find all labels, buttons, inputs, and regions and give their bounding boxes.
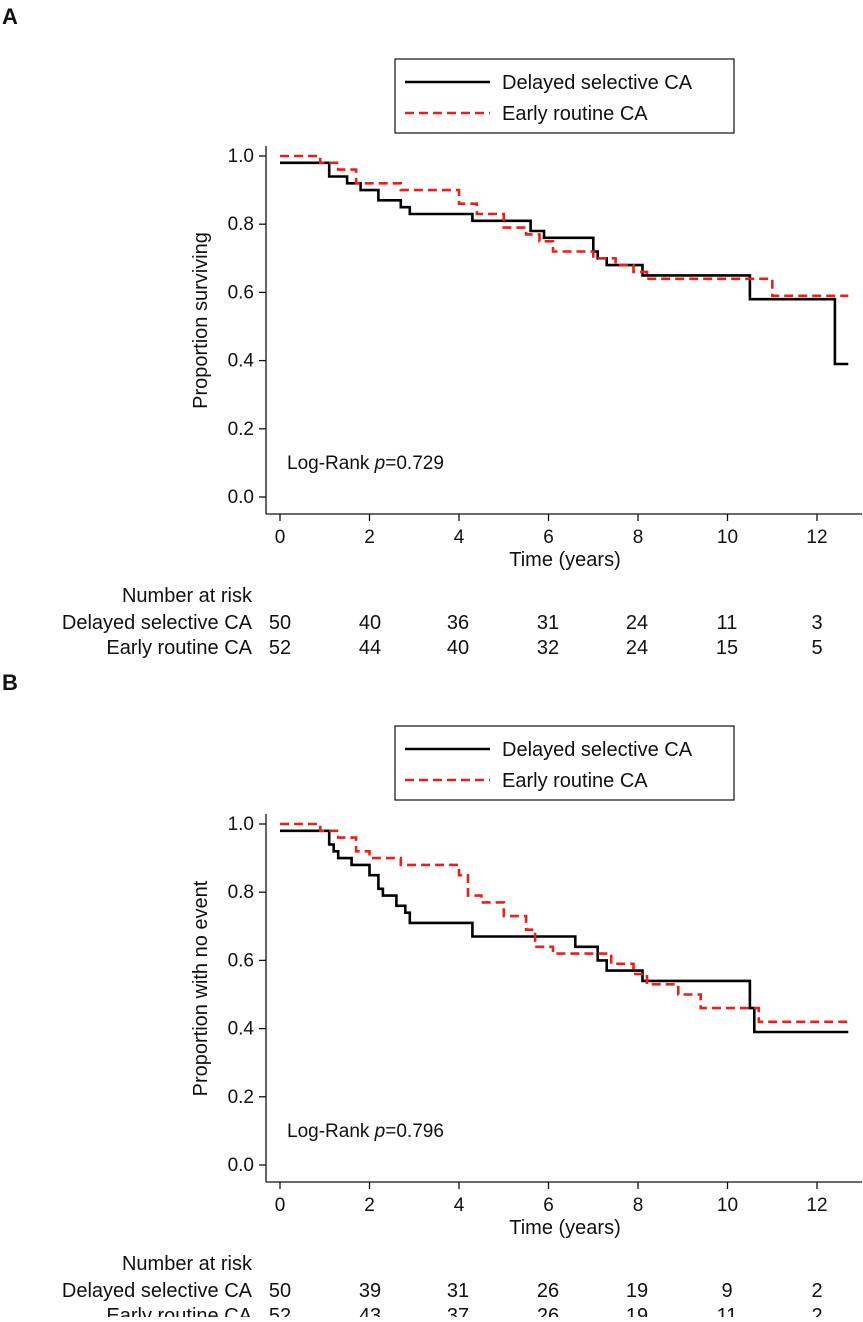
y-tick-label: 1.0 (228, 814, 254, 835)
legend: Delayed selective CA Early routine CA (394, 725, 735, 801)
risk-value: 40 (359, 612, 381, 634)
panel-b: B 0.0 0.2 0.4 0.6 0.8 1.0 0 2 4 6 8 10 12 Time (years)… (2, 670, 862, 1322)
risk-value: 5 (811, 637, 822, 659)
risk-value: 37 (447, 1305, 469, 1317)
y-tick-label: 0.0 (228, 1155, 254, 1176)
risk-table-title: Number at risk (122, 1253, 253, 1275)
annotation-value: =0.796 (385, 1121, 444, 1142)
log-rank-annotation: Log-Rank p=0.796 (287, 1121, 444, 1142)
annotation-value: =0.729 (385, 453, 444, 474)
risk-value: 52 (269, 637, 291, 659)
x-tick-label: 6 (543, 527, 554, 548)
risk-value: 32 (537, 637, 559, 659)
risk-value: 31 (447, 1280, 469, 1302)
risk-value: 50 (269, 612, 291, 634)
y-tick-label: 0.2 (228, 419, 254, 440)
series-line-early-routine (280, 154, 849, 298)
x-tick-label: 2 (364, 527, 375, 548)
x-axis-title: Time (years) (509, 549, 620, 571)
x-tick-label: 2 (364, 1195, 375, 1216)
risk-value: 11 (717, 612, 738, 634)
series-line-delayed-selective (280, 829, 849, 1034)
legend: Delayed selective CA Early routine CA (394, 58, 735, 134)
y-tick-label: 0.6 (228, 282, 254, 303)
series-line-delayed-selective (280, 161, 849, 366)
x-axis-title: Time (years) (509, 1217, 620, 1239)
legend-label: Delayed selective CA (502, 72, 693, 94)
y-tick-label: 0.4 (228, 1019, 255, 1040)
log-rank-annotation: Log-Rank p=0.729 (287, 453, 444, 474)
x-tick-label: 8 (633, 1195, 644, 1216)
annotation-p: p (374, 453, 386, 474)
risk-value: 15 (716, 637, 738, 659)
risk-row-label: Delayed selective CA (62, 612, 253, 634)
annotation-prefix: Log-Rank (287, 453, 375, 474)
legend-label: Early routine CA (502, 103, 648, 125)
y-tick-label: 0.0 (228, 487, 254, 508)
y-tick-label: 1.0 (228, 146, 254, 167)
risk-value: 11 (717, 1305, 738, 1317)
risk-value: 52 (269, 1305, 291, 1317)
y-tick-label: 0.4 (228, 351, 255, 372)
x-tick-label: 4 (454, 1195, 465, 1216)
risk-row-label: Delayed selective CA (62, 1280, 253, 1302)
annotation-p: p (374, 1121, 386, 1142)
risk-table-title: Number at risk (122, 585, 253, 607)
risk-value: 19 (626, 1280, 648, 1302)
risk-table: Number at risk Delayed selective CA 50 40 36… (62, 585, 823, 659)
x-tick-label: 10 (717, 527, 738, 548)
risk-value: 3 (811, 612, 822, 634)
risk-value: 43 (359, 1305, 381, 1317)
risk-value: 44 (359, 637, 381, 659)
legend-box (394, 58, 735, 134)
risk-value: 40 (447, 637, 469, 659)
legend-box (394, 725, 735, 801)
y-axis-title: Proportion with no event (190, 880, 212, 1096)
risk-value: 31 (537, 612, 559, 634)
legend-label: Early routine CA (502, 770, 648, 792)
x-tick-label: 8 (633, 527, 644, 548)
panel-letter: A (2, 4, 18, 29)
risk-value: 26 (537, 1305, 559, 1317)
series-line-early-routine (280, 822, 849, 1024)
risk-value: 2 (811, 1280, 822, 1302)
x-tick-label: 6 (543, 1195, 554, 1216)
y-tick-label: 0.6 (228, 950, 254, 971)
risk-row-label: Early routine CA (106, 637, 252, 659)
y-tick-label: 0.8 (228, 214, 254, 235)
y-tick-label: 0.2 (228, 1087, 254, 1108)
risk-value: 36 (447, 612, 469, 634)
x-tick-label: 4 (454, 527, 465, 548)
risk-table: Number at risk Delayed selective CA 50 39 31… (62, 1253, 823, 1322)
risk-value: 26 (537, 1280, 559, 1302)
annotation-prefix: Log-Rank (287, 1121, 375, 1142)
legend-label: Delayed selective CA (502, 739, 693, 761)
x-tick-label: 12 (806, 1195, 827, 1216)
risk-row-label: Early routine CA (106, 1305, 252, 1317)
x-tick-label: 12 (806, 527, 827, 548)
y-axis-title: Proportion surviving (190, 232, 212, 409)
panel-letter: B (2, 670, 18, 695)
risk-value: 24 (626, 612, 648, 634)
risk-value: 2 (811, 1305, 822, 1317)
risk-value: 39 (359, 1280, 381, 1302)
risk-value: 19 (626, 1305, 648, 1317)
risk-value: 50 (269, 1280, 291, 1302)
risk-value: 24 (626, 637, 648, 659)
y-tick-label: 0.8 (228, 882, 254, 903)
x-tick-label: 10 (717, 1195, 738, 1216)
x-tick-label: 0 (275, 1195, 286, 1216)
x-tick-label: 0 (275, 527, 286, 548)
risk-value: 9 (721, 1280, 732, 1302)
